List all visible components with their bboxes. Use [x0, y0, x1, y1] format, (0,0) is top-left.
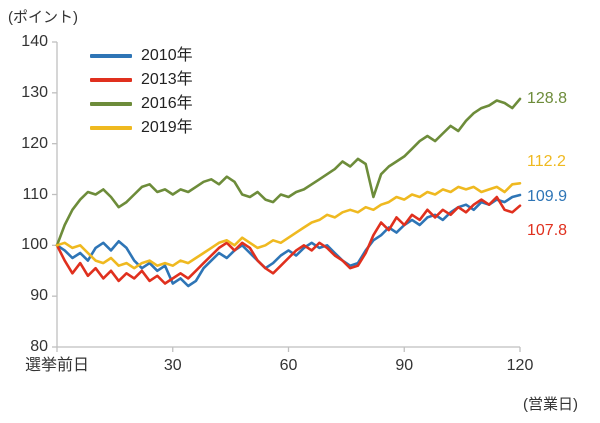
legend: 2010年 2013年 2016年 2019年	[90, 44, 193, 140]
y-tick-label: 100	[21, 236, 48, 254]
legend-swatch-2019	[90, 126, 132, 130]
end-value-label-2019: 112.2	[527, 153, 566, 171]
series-line-2019年	[55, 182, 522, 270]
legend-item-2010: 2010年	[90, 44, 193, 68]
y-tick-label: 110	[22, 185, 48, 203]
end-value-label-2016: 128.8	[527, 89, 568, 107]
legend-swatch-2013	[90, 78, 132, 82]
x-tick-label: 60	[279, 357, 298, 374]
legend-item-2019: 2019年	[90, 116, 193, 140]
x-axis-unit-label: (営業日)	[523, 396, 578, 413]
x-tick-label: 選挙前日	[24, 357, 90, 374]
series-line-2013年	[55, 195, 522, 285]
end-value-label-2010: 109.9	[527, 188, 568, 205]
y-axis-unit-label: (ポイント)	[8, 9, 78, 26]
y-tick-label: 120	[21, 134, 48, 152]
legend-swatch-2016	[90, 102, 132, 106]
legend-label: 2010年	[141, 47, 193, 64]
y-tick-label: 130	[21, 83, 48, 101]
legend-item-2013: 2013年	[90, 68, 193, 92]
end-value-label-2013: 107.8	[527, 221, 568, 239]
legend-swatch-2010	[90, 54, 132, 58]
legend-label: 2019年	[141, 119, 193, 136]
y-tick-label: 80	[30, 338, 48, 355]
x-tick-label: 120	[506, 357, 534, 374]
legend-item-2016: 2016年	[90, 92, 193, 116]
legend-label: 2013年	[141, 71, 193, 88]
y-tick-label: 140	[21, 33, 48, 50]
x-tick-label: 90	[395, 357, 414, 374]
y-tick-label: 90	[30, 287, 48, 305]
series-line-2010年	[55, 193, 522, 288]
x-tick-label: 30	[163, 357, 182, 374]
series-line-2016年	[55, 97, 522, 247]
legend-label: 2016年	[141, 95, 193, 112]
